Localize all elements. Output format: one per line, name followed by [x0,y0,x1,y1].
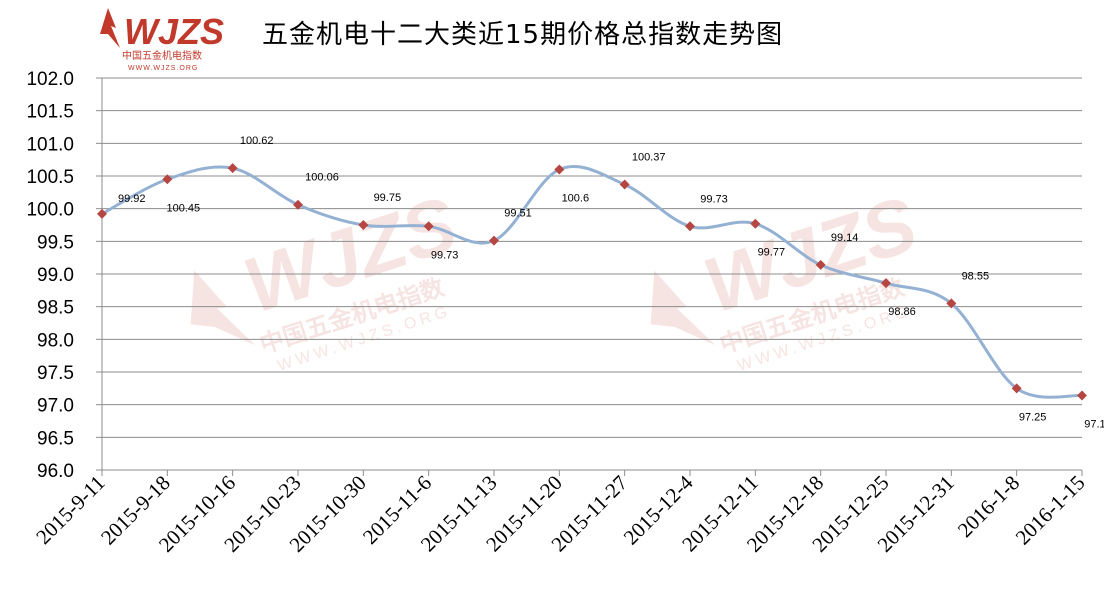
data-point-marker [750,218,761,229]
data-label: 99.75 [374,192,402,204]
chart-title: 五金机电十二大类近15期价格总指数走势图 [262,20,784,50]
data-point-marker [162,174,173,185]
y-tick-label: 98.0 [37,330,74,351]
y-tick-label: 101.5 [26,102,74,123]
x-tick-label: 2015-9-11 [31,471,109,549]
data-point-marker [489,235,499,246]
data-point-marker [293,199,303,210]
y-tick-label: 96.0 [37,461,74,482]
x-tick-labels: 2015-9-112015-9-182015-10-162015-10-2320… [31,470,1089,557]
data-label: 97.14 [1084,419,1104,431]
data-point-marker [423,221,434,232]
data-label: 99.14 [831,232,859,244]
data-point-marker [554,164,565,175]
data-label: 100.6 [562,192,590,204]
data-label: 98.86 [888,306,916,318]
data-labels: 99.92 100.45 100.62 100.06 99.75 99.73 99.51 10… [118,135,1104,430]
data-label: 100.45 [167,202,201,214]
watermark-arrow-icon [190,270,256,346]
y-tick-label: 99.5 [37,232,74,253]
watermark-arrow-icon [650,270,716,346]
y-tick-label: 96.5 [37,428,74,449]
data-point-marker [227,163,238,174]
logo-wordmark: WJZS [124,11,224,52]
data-label: 99.73 [431,249,459,261]
data-label: 99.73 [700,193,728,205]
data-label: 97.25 [1019,411,1047,423]
series-line [101,165,1083,399]
data-point-marker [1077,390,1087,401]
data-label: 100.37 [632,151,666,163]
y-tick-label: 97.0 [37,396,74,417]
data-point-marker [685,221,695,232]
data-point-marker [358,220,369,230]
data-label: 100.06 [305,172,339,184]
y-tick-label: 101.0 [26,134,74,155]
wjzs-logo: WJZS 中国五金机电指数 WWW.WJZS.ORG [94,4,224,74]
data-label: 99.51 [504,208,532,220]
data-point-marker [619,179,630,190]
axes [96,77,1083,476]
logo-subtitle: 中国五金机电指数 [122,49,202,62]
logo-url: WWW.WJZS.ORG [128,65,198,72]
logo-arrow-icon [100,8,120,48]
data-point-marker [1011,383,1022,394]
y-tick-label: 99.0 [37,265,74,286]
data-point-marker [97,208,107,219]
y-tick-label: 98.5 [37,298,74,319]
y-tick-label: 100.5 [26,167,74,188]
gridlines [102,77,1082,438]
data-label: 98.55 [962,270,990,282]
x-tick-label: 2016-1-15 [1011,471,1090,550]
data-point-marker [815,259,826,270]
data-point-marker [946,298,957,309]
y-tick-label: 100.0 [26,200,74,221]
data-label: 99.77 [758,247,786,259]
y-tick-labels: 96.0 96.5 97.0 97.5 98.0 98.5 99.0 99.5 100.0 100… [26,69,74,482]
series-plot [97,163,1087,401]
y-tick-label: 102.0 [26,69,74,90]
data-label: 100.62 [240,135,274,147]
y-tick-label: 97.5 [37,363,74,384]
data-label: 99.92 [118,193,146,205]
data-point-marker [881,278,891,289]
